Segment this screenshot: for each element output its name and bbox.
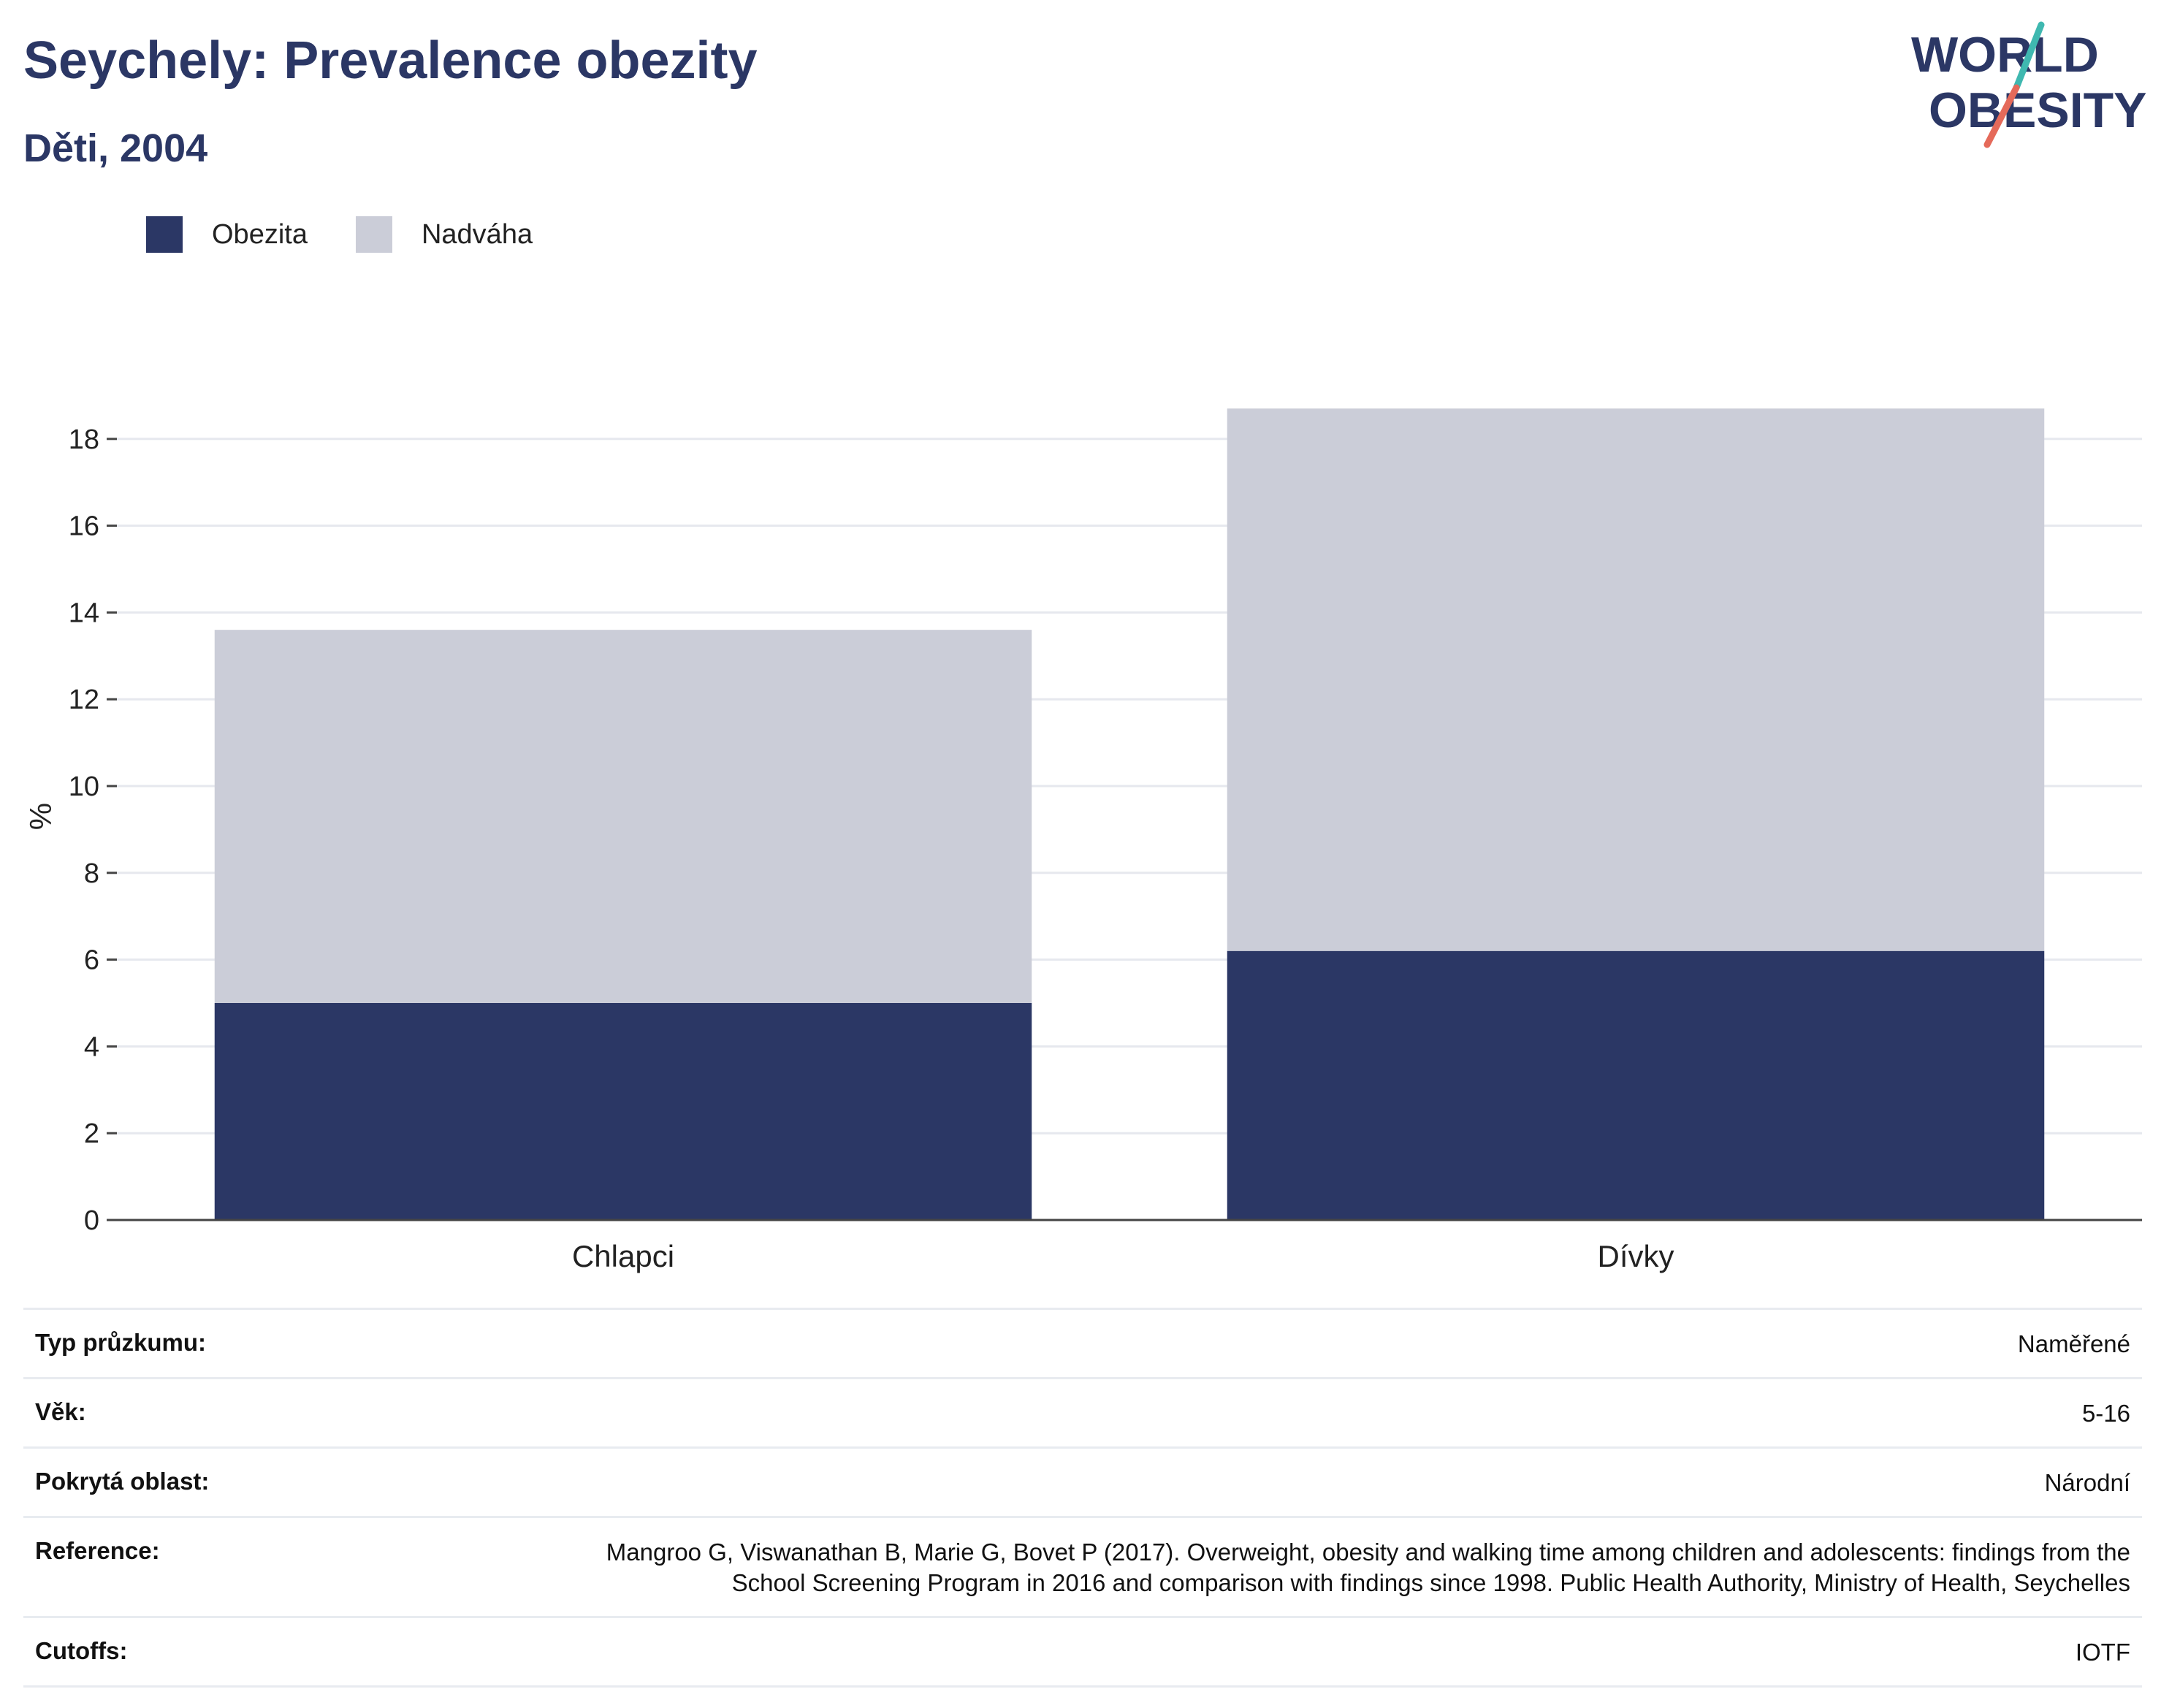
- info-value: IOTF: [2075, 1639, 2130, 1666]
- legend-label-nadvaha: Nadváha: [421, 218, 533, 250]
- info-value: Naměřené: [2017, 1330, 2130, 1357]
- info-row: Pokrytá oblast: Národní: [23, 1446, 2142, 1516]
- info-label: Pokrytá oblast:: [35, 1468, 210, 1495]
- legend-label-obezita: Obezita: [212, 218, 308, 250]
- world-obesity-logo: WORLD OBESITY: [1911, 21, 2147, 148]
- info-value: Mangroo G, Viswanathan B, Marie G, Bovet…: [606, 1539, 2130, 1596]
- info-row: Typ průzkumu: Naměřené: [23, 1308, 2142, 1377]
- logo-slash-teal: [2013, 21, 2045, 91]
- chart-title: Seychely: Prevalence obezity: [23, 31, 758, 90]
- legend-item-obezita[interactable]: Obezita: [146, 216, 308, 253]
- bar-obezita-chlapci: [214, 1003, 1032, 1220]
- legend: Obezita Nadváha: [146, 216, 581, 253]
- info-label: Reference:: [35, 1537, 160, 1564]
- legend-item-nadvaha[interactable]: Nadváha: [355, 216, 533, 253]
- bar-nadvaha-divky: [1227, 408, 2045, 951]
- y-tick-label: 2: [84, 1118, 99, 1149]
- bar-chart: 0 2 4 6 8 10 12 14 16 18 Chlapci Dívky%: [23, 408, 2142, 1273]
- info-table: Typ průzkumu: Naměřené Věk: 5-16 Pokrytá obl…: [23, 1308, 2142, 1688]
- info-label: Věk:: [35, 1398, 86, 1425]
- y-tick-label: 6: [84, 945, 99, 976]
- y-tick-label: 4: [84, 1032, 99, 1062]
- y-tick-label: 18: [69, 424, 99, 455]
- info-value: 5-16: [2081, 1400, 2130, 1427]
- chart-subtitle: Děti, 2004: [23, 126, 208, 170]
- y-tick-label: 8: [84, 858, 99, 889]
- y-tick-label: 10: [69, 771, 99, 802]
- logo-word-1: WORLD: [1911, 27, 2099, 83]
- y-tick-label: 16: [69, 511, 99, 542]
- legend-swatch-obezita: [146, 216, 183, 253]
- logo-slash-red: [1983, 84, 2020, 148]
- x-tick-label: Chlapci: [572, 1239, 674, 1273]
- info-row: Věk: 5-16: [23, 1377, 2142, 1446]
- y-axis-label: %: [23, 803, 58, 830]
- info-row: Reference: Mangroo G, Viswanathan B, Mari…: [23, 1516, 2142, 1616]
- info-label: Cutoffs:: [35, 1637, 128, 1664]
- y-tick-label: 0: [84, 1205, 99, 1236]
- info-value: Národní: [2044, 1469, 2130, 1496]
- bar-nadvaha-chlapci: [214, 630, 1032, 1003]
- logo-word-2: OBESITY: [1929, 83, 2147, 138]
- x-tick-label: Dívky: [1598, 1239, 1674, 1273]
- legend-swatch-nadvaha: [355, 216, 392, 253]
- info-row: Cutoffs: IOTF: [23, 1616, 2142, 1688]
- y-tick-label: 14: [69, 598, 99, 628]
- bar-obezita-divky: [1227, 950, 2045, 1220]
- y-tick-label: 12: [69, 685, 99, 715]
- info-label: Typ průzkumu:: [35, 1329, 207, 1356]
